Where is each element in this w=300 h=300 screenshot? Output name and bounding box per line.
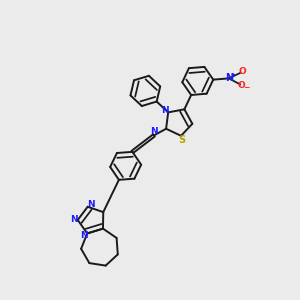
Text: N: N xyxy=(161,106,168,116)
Text: N: N xyxy=(70,214,78,224)
Text: +: + xyxy=(230,72,236,77)
Text: N: N xyxy=(225,74,233,83)
Text: N: N xyxy=(150,127,158,136)
Text: N: N xyxy=(87,200,95,209)
Text: N: N xyxy=(80,231,87,240)
Text: O: O xyxy=(238,81,245,90)
Text: S: S xyxy=(178,135,185,145)
Text: −: − xyxy=(243,83,250,92)
Text: O: O xyxy=(238,67,246,76)
